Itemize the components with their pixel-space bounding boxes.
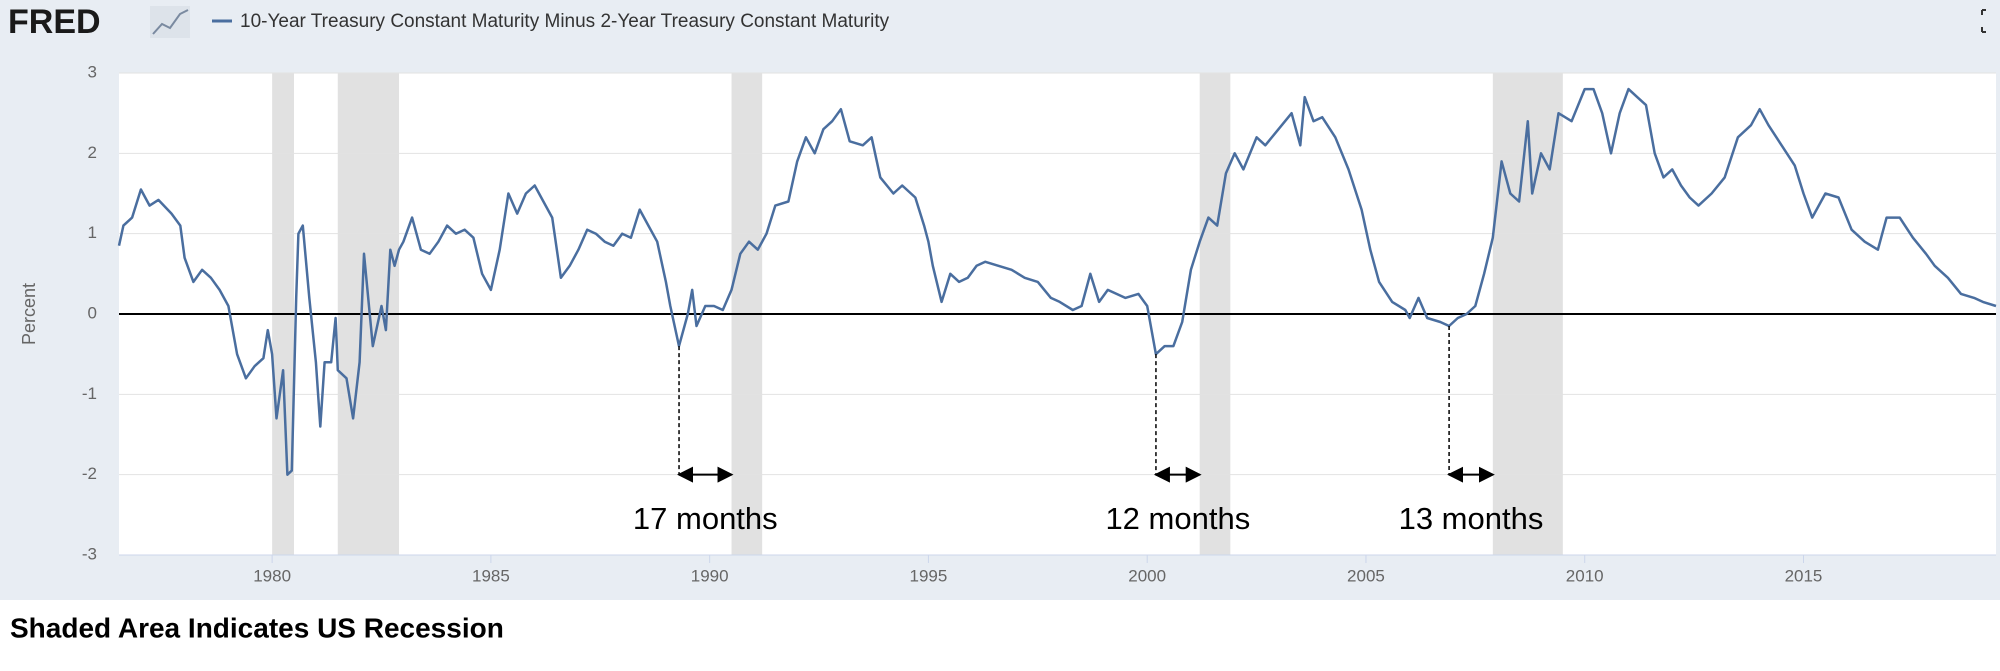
y-tick-label: -2	[82, 464, 97, 483]
logo-icon	[150, 6, 190, 38]
y-tick-label: 3	[88, 62, 97, 81]
x-tick-label: 2015	[1785, 566, 1823, 585]
x-tick-label: 2005	[1347, 566, 1385, 585]
y-tick-label: -1	[82, 384, 97, 403]
annotation-label: 17 months	[633, 501, 778, 536]
x-tick-label: 1980	[253, 566, 291, 585]
y-tick-label: -3	[82, 544, 97, 563]
x-tick-label: 2000	[1128, 566, 1166, 585]
series-line	[117, 87, 1997, 476]
logo: FRED	[8, 3, 101, 41]
footer-note: Shaded Area Indicates US Recession	[10, 612, 504, 643]
x-tick-label: 1990	[691, 566, 729, 585]
annotation-label: 12 months	[1105, 501, 1250, 536]
x-tick-label: 1985	[472, 566, 510, 585]
annotation-label: 13 months	[1399, 501, 1544, 536]
y-tick-label: 1	[88, 223, 97, 242]
fullscreen-icon[interactable]	[1981, 9, 1986, 33]
y-tick-label: 0	[88, 303, 97, 322]
footer-background	[0, 600, 2000, 671]
legend-label: 10-Year Treasury Constant Maturity Minus…	[240, 11, 890, 32]
y-axis-label: Percent	[19, 283, 39, 345]
y-tick-label: 2	[88, 143, 97, 162]
x-tick-label: 1995	[910, 566, 948, 585]
x-tick-label: 2010	[1566, 566, 1604, 585]
